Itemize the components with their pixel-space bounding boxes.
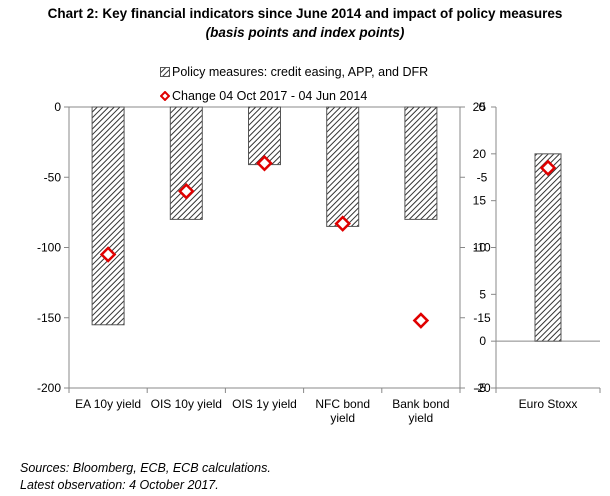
category-label: Bank bond: [392, 397, 449, 411]
legend-label-change: Change 04 Oct 2017 - 04 Jun 2014: [172, 89, 368, 103]
chart-title-main: Chart 2: Key financial indicators since …: [47, 6, 563, 21]
y-tick-label: -5: [475, 381, 486, 395]
legend-label-policy: Policy measures: credit easing, APP, and…: [172, 65, 429, 79]
right-tick-label: -10: [473, 241, 491, 255]
left-tick-label: -200: [37, 381, 61, 395]
policy-bar: [91, 106, 125, 326]
y-tick-label: 5: [479, 287, 486, 301]
y-tick-label: 15: [473, 194, 487, 208]
footer: Sources: Bloomberg, ECB, ECB calculation…: [20, 460, 271, 494]
right-tick-label: -15: [473, 311, 491, 325]
category-label: EA 10y yield: [75, 397, 141, 411]
category-label: OIS 1y yield: [232, 397, 297, 411]
policy-bar: [326, 106, 360, 227]
footer-sources: Sources: Bloomberg, ECB, ECB calculation…: [20, 461, 271, 475]
y-tick-label: 20: [473, 147, 487, 161]
left-tick-label: -100: [37, 241, 61, 255]
right-panel: 25 20 15 10 5 0 -5 Euro Stoxx: [473, 100, 601, 411]
change-marker: [412, 312, 430, 329]
diamond-marker-icon: [160, 91, 170, 101]
category-label: NFC bond: [315, 397, 370, 411]
category-label: Euro Stoxx: [519, 397, 578, 411]
legend-item-policy: Policy measures: credit easing, APP, and…: [160, 62, 428, 82]
policy-bar: [404, 106, 438, 220]
change-marker: [539, 159, 557, 177]
footer-latest: Latest observation: 4 October 2017.: [20, 478, 219, 492]
y-tick-label: 0: [479, 334, 486, 348]
change-marker: [99, 246, 117, 263]
legend: Policy measures: credit easing, APP, and…: [160, 62, 428, 106]
chart-title-units: (basis points and index points): [205, 25, 405, 40]
policy-bar: [169, 106, 203, 220]
category-label: OIS 10y yield: [151, 397, 222, 411]
policy-bar: [534, 153, 562, 342]
category-label: yield: [409, 411, 434, 425]
chart-title: Chart 2: Key financial indicators since …: [0, 4, 610, 42]
legend-item-change: Change 04 Oct 2017 - 04 Jun 2014: [160, 86, 428, 106]
right-tick-label: 0: [479, 100, 486, 114]
change-marker: [256, 154, 273, 172]
left-tick-label: -50: [44, 170, 62, 184]
y-tick-label: 25: [473, 100, 487, 114]
left-tick-label: -150: [37, 311, 61, 325]
right-tick-label: -5: [477, 170, 488, 184]
change-marker: [178, 183, 195, 200]
y-tick-label: 10: [473, 241, 487, 255]
change-marker: [334, 215, 351, 232]
category-label: yield: [330, 411, 355, 425]
left-tick-label: 0: [54, 100, 61, 114]
right-tick-label: -20: [473, 381, 491, 395]
hatch-swatch-icon: [160, 67, 170, 77]
